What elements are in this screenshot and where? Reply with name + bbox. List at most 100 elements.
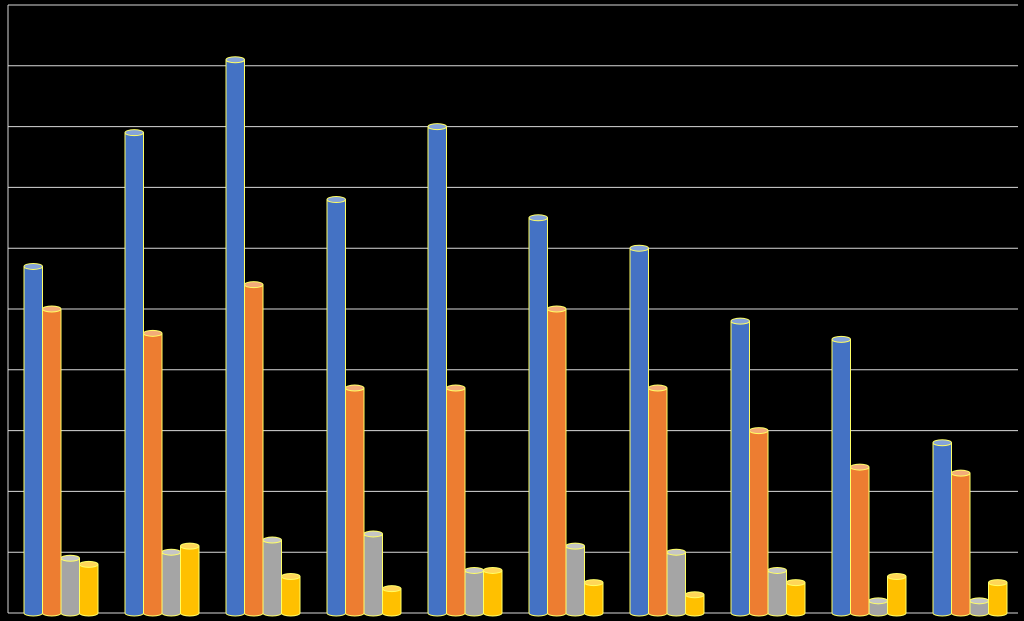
bar-cap (345, 384, 365, 392)
bar-body (143, 332, 163, 617)
bar-cap (629, 244, 649, 252)
bar-cap (60, 554, 80, 562)
bar-cap (887, 573, 907, 581)
bar (345, 384, 365, 617)
bar (547, 305, 567, 617)
bar-body (767, 569, 787, 617)
bar-cap (161, 548, 181, 556)
bar (868, 597, 888, 617)
bar-body (831, 338, 851, 617)
bar (483, 566, 503, 617)
bar (887, 573, 907, 617)
bar-cap (932, 439, 952, 447)
bar (446, 384, 466, 617)
bar-body (427, 126, 447, 617)
bar-body (685, 594, 705, 617)
bar-cap (547, 305, 567, 313)
bar-body (951, 472, 971, 617)
bar-body (23, 265, 43, 617)
bar-cap (749, 427, 769, 435)
bar-cap (427, 123, 447, 131)
bar-cap (666, 548, 686, 556)
bar-cap (446, 384, 466, 392)
bar-body (730, 320, 750, 617)
bar-body (345, 387, 365, 617)
bar-cap (988, 579, 1008, 587)
bar (427, 123, 447, 617)
bar (565, 542, 585, 617)
bar-cap (79, 560, 99, 568)
bar-body (483, 569, 503, 617)
bar-cap (648, 384, 668, 392)
bar-body (244, 284, 264, 617)
bar (382, 585, 402, 617)
bar-body (326, 199, 346, 617)
bar (60, 554, 80, 617)
bar-body (932, 442, 952, 617)
bar-body (648, 387, 668, 617)
bar (831, 335, 851, 617)
bar-body (528, 217, 548, 617)
bar (124, 129, 144, 617)
bar-cap (565, 542, 585, 550)
bar-cap (584, 579, 604, 587)
bar-body (124, 132, 144, 617)
bar-body (363, 533, 383, 617)
bar-body (262, 539, 282, 617)
bar-cap (326, 196, 346, 204)
bar-cap (969, 597, 989, 605)
bar (584, 579, 604, 617)
bar-cap (464, 566, 484, 574)
bar-cap (23, 262, 43, 270)
bar-cap (528, 214, 548, 222)
bar-cap (730, 317, 750, 325)
bar (363, 530, 383, 617)
bar-cap (281, 573, 301, 581)
bar (244, 281, 264, 617)
bar (988, 579, 1008, 617)
bar (528, 214, 548, 617)
bar-cap (244, 281, 264, 289)
bar (666, 548, 686, 617)
bar (786, 579, 806, 617)
bar-body (161, 551, 181, 617)
bar-body (666, 551, 686, 617)
bar (23, 262, 43, 617)
bar (969, 597, 989, 617)
bar (281, 573, 301, 617)
bar-body (565, 545, 585, 617)
bar-cap (767, 566, 787, 574)
bar-cap (831, 335, 851, 343)
bar (180, 542, 200, 617)
bar-body (629, 247, 649, 617)
bar-body (180, 545, 200, 617)
bar-cap (363, 530, 383, 538)
bar (951, 469, 971, 617)
bar (648, 384, 668, 617)
bar-cap (225, 56, 245, 64)
bar (42, 305, 62, 617)
bar-cap (180, 542, 200, 550)
bar-body (464, 569, 484, 617)
bar (767, 566, 787, 617)
bar (79, 560, 99, 617)
bar-body (887, 576, 907, 617)
bar-cap (685, 591, 705, 599)
bar-cap (382, 585, 402, 593)
bar (850, 463, 870, 617)
bar-body (988, 582, 1008, 617)
bar-cap (868, 597, 888, 605)
bar-cap (124, 129, 144, 137)
bar-body (786, 582, 806, 617)
bar (629, 244, 649, 617)
bar-body (281, 576, 301, 617)
bar-cap (786, 579, 806, 587)
bar (932, 439, 952, 617)
bar (730, 317, 750, 617)
bar-body (749, 430, 769, 617)
bar (161, 548, 181, 617)
bar-cap (951, 469, 971, 477)
bar-cap (850, 463, 870, 471)
bar-body (850, 466, 870, 617)
